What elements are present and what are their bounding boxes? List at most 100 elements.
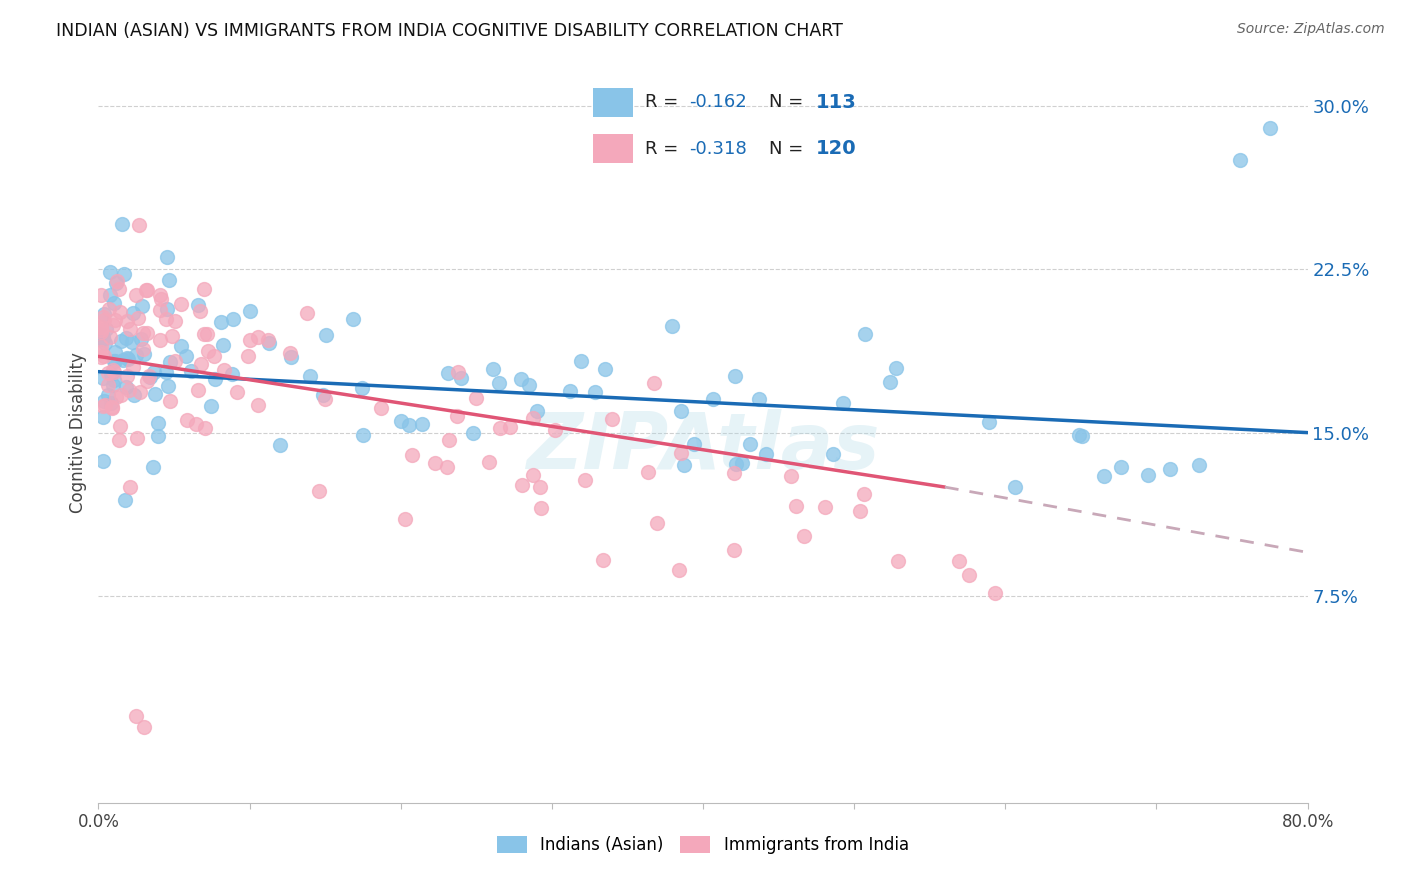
Point [247, 330, 270, 344]
Point [509, 372, 531, 386]
Point [187, 383, 209, 397]
Point [401, 448, 423, 462]
Point [446, 409, 468, 423]
Point [134, 347, 156, 361]
Point [398, 417, 420, 432]
Point [97, 366, 120, 380]
Text: ZIPAtlas: ZIPAtlas [526, 409, 880, 485]
Point [101, 401, 124, 415]
Point [887, 553, 910, 567]
Point [465, 391, 488, 405]
Point [184, 417, 207, 431]
Point [671, 446, 693, 460]
Point [132, 343, 155, 357]
Point [110, 388, 132, 402]
Point [669, 404, 692, 418]
Point [583, 384, 606, 399]
Point [90, 345, 112, 359]
Point [114, 331, 136, 345]
Point [1188, 458, 1211, 472]
Point [574, 473, 596, 487]
Point [93, 398, 115, 412]
Point [948, 554, 970, 568]
Point [148, 429, 170, 443]
Point [314, 392, 336, 406]
Point [121, 360, 143, 375]
Point [212, 338, 235, 352]
Point [135, 283, 157, 297]
Point [108, 419, 131, 434]
Point [643, 376, 665, 390]
Point [257, 336, 280, 351]
Point [488, 376, 510, 391]
Point [411, 417, 433, 431]
Point [848, 504, 870, 518]
Point [100, 396, 122, 410]
Point [569, 353, 592, 368]
Point [312, 388, 335, 402]
Point [124, 348, 146, 362]
Bar [593, 135, 633, 163]
Point [1092, 469, 1115, 483]
Point [162, 329, 184, 343]
Text: -0.318: -0.318 [689, 140, 747, 158]
Point [204, 371, 226, 385]
Point [97, 302, 120, 317]
Point [120, 480, 142, 494]
Point [94, 335, 117, 350]
Point [239, 304, 262, 318]
Point [129, 332, 152, 346]
Point [814, 500, 837, 514]
Point [785, 500, 807, 514]
Point [212, 363, 235, 377]
Point [111, 217, 134, 231]
Point [278, 345, 301, 359]
Point [879, 376, 901, 390]
Point [93, 400, 115, 414]
Point [117, 352, 139, 367]
Point [156, 250, 179, 264]
Point [93, 393, 115, 408]
Point [120, 322, 142, 336]
Point [93, 307, 115, 321]
Point [1109, 459, 1132, 474]
Text: 113: 113 [815, 93, 856, 112]
Point [101, 318, 124, 332]
Legend: Indians (Asian), Immigrants from India: Indians (Asian), Immigrants from India [491, 830, 915, 861]
Point [110, 334, 132, 349]
Point [115, 379, 138, 393]
Point [98, 287, 121, 301]
Point [600, 412, 623, 426]
Point [342, 312, 364, 326]
Point [156, 302, 179, 317]
Point [132, 326, 155, 340]
Point [103, 295, 125, 310]
Point [517, 378, 540, 392]
Point [668, 563, 690, 577]
Point [90, 339, 112, 353]
Point [724, 457, 747, 471]
Point [352, 428, 374, 442]
Point [437, 434, 460, 448]
Point [389, 414, 412, 428]
Point [122, 388, 145, 402]
Point [115, 368, 138, 383]
Point [91, 330, 114, 344]
Point [112, 352, 135, 367]
Point [108, 282, 131, 296]
Text: -0.162: -0.162 [689, 94, 747, 112]
Point [195, 327, 218, 342]
Point [142, 365, 165, 379]
Point [97, 378, 120, 392]
Point [157, 272, 180, 286]
Point [103, 354, 125, 368]
Point [125, 708, 148, 723]
Bar [593, 88, 633, 117]
Point [738, 437, 761, 451]
Point [155, 311, 177, 326]
Point [136, 326, 159, 340]
Point [127, 310, 149, 325]
Point [731, 456, 754, 470]
Text: INDIAN (ASIAN) VS IMMIGRANTS FROM INDIA COGNITIVE DISABILITY CORRELATION CHART: INDIAN (ASIAN) VS IMMIGRANTS FROM INDIA … [56, 22, 844, 40]
Point [1137, 467, 1160, 482]
